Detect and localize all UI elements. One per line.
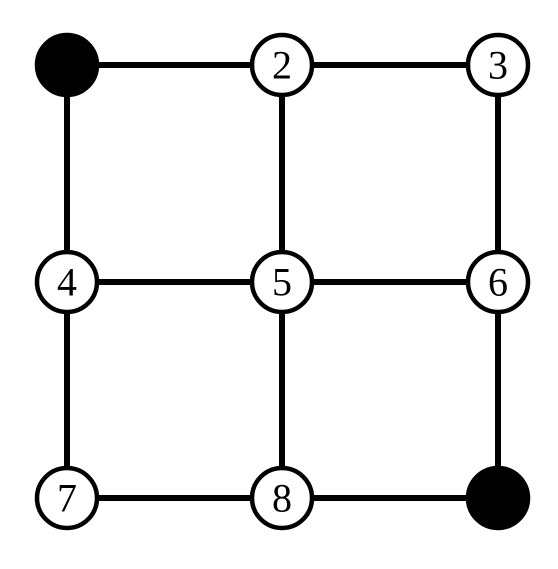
graph-node-label: 3 bbox=[488, 43, 508, 88]
graph-node-solid bbox=[468, 468, 528, 528]
grid-graph-diagram: 2 3 4 5 6 7 8 bbox=[0, 0, 558, 569]
graph-node-label: 4 bbox=[57, 260, 77, 305]
graph-node-label: 8 bbox=[272, 476, 292, 521]
graph-node-label: 6 bbox=[488, 260, 508, 305]
graph-node-label: 2 bbox=[272, 43, 292, 88]
graph-node-label: 5 bbox=[272, 260, 292, 305]
graph-node-label: 7 bbox=[57, 476, 77, 521]
graph-node-solid bbox=[37, 35, 97, 95]
